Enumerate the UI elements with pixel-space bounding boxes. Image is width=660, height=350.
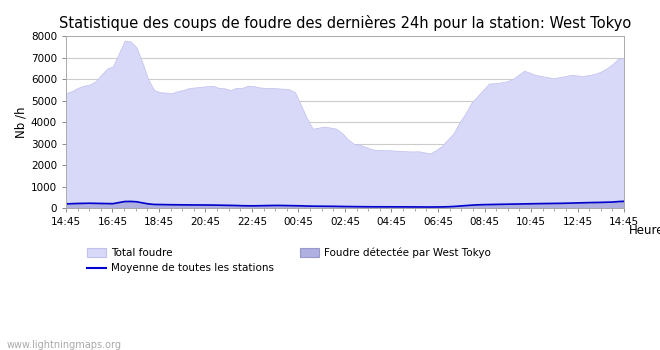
Moyenne de toutes les stations xyxy=(579,201,587,205)
Title: Statistique des coups de foudre des dernières 24h pour la station: West Tokyo: Statistique des coups de foudre des dern… xyxy=(59,15,631,31)
Moyenne de toutes les stations xyxy=(62,202,70,206)
Y-axis label: Nb /h: Nb /h xyxy=(15,106,28,138)
Moyenne de toutes les stations xyxy=(139,201,147,205)
Moyenne de toutes les stations xyxy=(220,203,228,208)
Moyenne de toutes les stations xyxy=(344,204,352,209)
Moyenne de toutes les stations xyxy=(303,204,311,208)
Legend: Total foudre, Moyenne de toutes les stations, Foudre détectée par West Tokyo: Total foudre, Moyenne de toutes les stat… xyxy=(87,248,491,273)
X-axis label: Heure: Heure xyxy=(628,224,660,237)
Moyenne de toutes les stations xyxy=(620,199,628,203)
Moyenne de toutes les stations xyxy=(362,205,370,209)
Text: www.lightningmaps.org: www.lightningmaps.org xyxy=(7,340,121,350)
Line: Moyenne de toutes les stations: Moyenne de toutes les stations xyxy=(66,201,624,207)
Moyenne de toutes les stations xyxy=(426,205,434,209)
